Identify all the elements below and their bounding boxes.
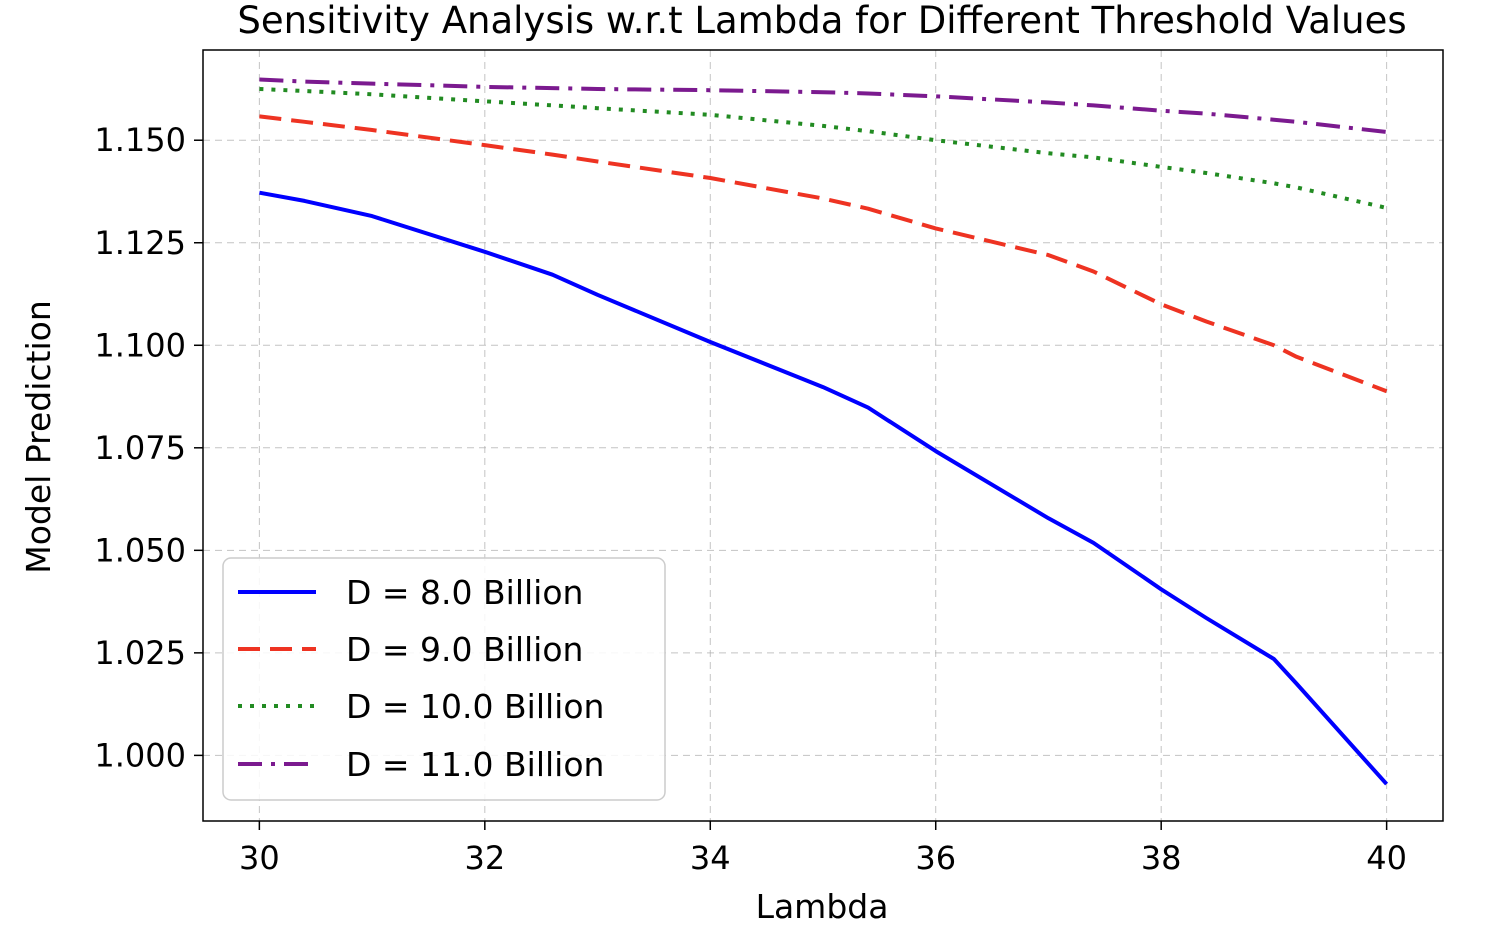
x-tick-label: 36: [915, 839, 956, 877]
y-tick-label: 1.150: [94, 121, 186, 159]
x-tick-label: 38: [1141, 839, 1182, 877]
x-tick-label: 40: [1366, 839, 1407, 877]
legend-label-4: D = 11.0 Billion: [346, 745, 604, 784]
x-axis-label: Lambda: [756, 887, 889, 926]
y-tick-label: 1.100: [94, 326, 186, 364]
chart-title: Sensitivity Analysis w.r.t Lambda for Di…: [237, 0, 1406, 42]
series-layer: [259, 77, 1389, 786]
legend-box: [222, 557, 666, 801]
plot-frame: [202, 49, 1444, 822]
series-line-1: [259, 190, 1389, 786]
y-tick-label: 1.000: [94, 736, 186, 774]
y-axis-label: Model Prediction: [19, 300, 58, 574]
series-line-4: [259, 77, 1387, 134]
series-line-3: [259, 87, 1388, 210]
x-tick-label: 34: [690, 839, 731, 877]
x-tick-label: 32: [464, 839, 505, 877]
legend-label-2: D = 9.0 Billion: [346, 630, 583, 669]
x-tick-label: 30: [239, 839, 280, 877]
legend: D = 8.0 Billion D = 9.0 Billion D = 10.0 B…: [222, 557, 666, 801]
y-tick-label: 1.050: [94, 531, 186, 569]
series-line-2: [259, 114, 1388, 394]
y-tick-label: 1.075: [94, 429, 186, 467]
legend-label-3: D = 10.0 Billion: [346, 687, 604, 726]
y-axis-ticks: 1.000 1.025 1.050 1.075 1.100 1.125 1.150: [94, 121, 203, 774]
y-tick-label: 1.025: [94, 634, 186, 672]
x-axis-ticks: 30 32 34 36 38 40: [239, 821, 1407, 877]
legend-label-1: D = 8.0 Billion: [346, 573, 583, 612]
y-tick-label: 1.125: [94, 224, 186, 262]
